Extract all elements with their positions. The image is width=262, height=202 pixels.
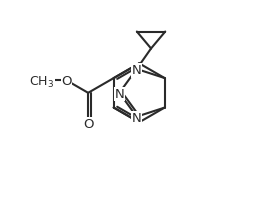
Text: N: N bbox=[132, 112, 141, 125]
Text: N: N bbox=[114, 88, 124, 101]
Text: O: O bbox=[61, 75, 72, 88]
Text: N: N bbox=[132, 64, 141, 77]
Text: CH$_3$: CH$_3$ bbox=[29, 75, 54, 90]
Text: O: O bbox=[83, 118, 93, 131]
